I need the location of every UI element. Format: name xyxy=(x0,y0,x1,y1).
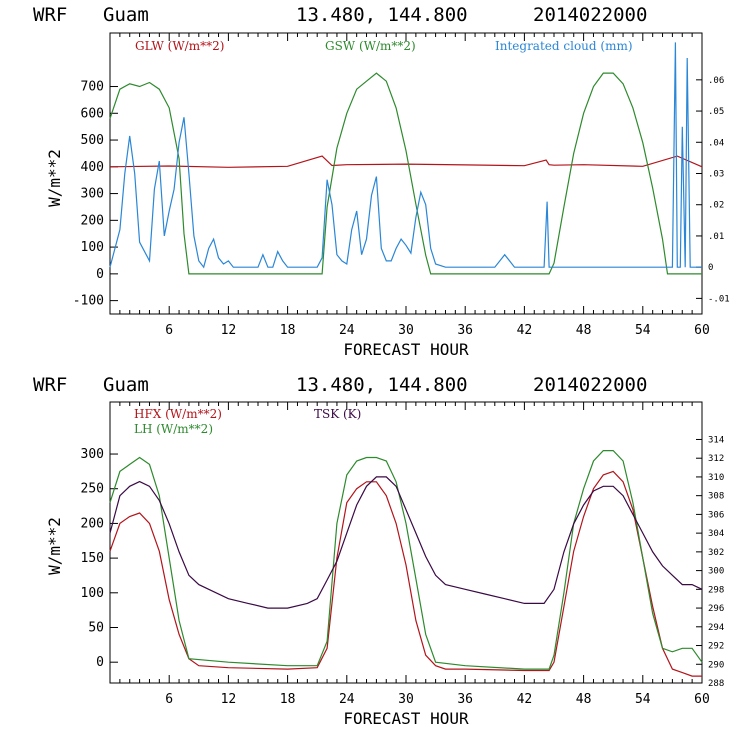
p1-y2-tick-label: .03 xyxy=(708,170,724,180)
p2-y2-tick-label: 296 xyxy=(708,604,724,614)
p2-y-tick-label: 300 xyxy=(81,447,104,462)
p2-y2-tick-label: 312 xyxy=(708,454,724,464)
p2-x-tick-label: 48 xyxy=(576,692,592,707)
p1-y2-tick-label: .05 xyxy=(708,107,724,117)
p2-x-tick-label: 42 xyxy=(517,692,533,707)
p1-y2-tick-label: .02 xyxy=(708,201,724,211)
p1-y-axis-label: W/m**2 xyxy=(45,149,64,207)
p1-y-tick-label: 700 xyxy=(81,80,104,95)
p1-y2-tick-label: -.01 xyxy=(708,294,730,304)
p1-y-tick-label: -100 xyxy=(73,294,104,309)
p2-y-axis-label: W/m**2 xyxy=(45,517,64,575)
p1-x-tick-label: 60 xyxy=(694,323,710,338)
p1-x-tick-label: 6 xyxy=(165,323,173,338)
p1-legend-integrated: Integrated cloud (mm) xyxy=(495,39,633,53)
p2-y2-tick-label: 290 xyxy=(708,660,724,670)
p2-y-tick-label: 0 xyxy=(96,655,104,670)
p2-series-line-tsk xyxy=(109,476,703,609)
p2-y2-tick-label: 292 xyxy=(708,642,724,652)
p2-plot-frame xyxy=(109,401,703,684)
p1-x-tick-label: 12 xyxy=(221,323,237,338)
p2-x-tick-label: 12 xyxy=(221,692,237,707)
p2-series-line-hfx xyxy=(109,470,702,677)
p1-y-tick-label: 200 xyxy=(81,213,104,228)
p1-y-tick-label: 400 xyxy=(81,160,104,175)
p1-legend-gsw: GSW (W/m**2) xyxy=(325,39,416,53)
p1-x-tick-label: 30 xyxy=(398,323,414,338)
p1-y2-tick-label: .04 xyxy=(708,138,724,148)
p2-y-tick-label: 100 xyxy=(81,586,104,601)
p1-y2-tick-label: .06 xyxy=(708,76,724,86)
p1-y2-tick-label: 0 xyxy=(708,263,713,273)
p1-series-line-gsw xyxy=(109,72,702,275)
p1-x-tick-label: 42 xyxy=(517,323,533,338)
p2-y-tick-label: 250 xyxy=(81,482,104,497)
p2-series-line-lh xyxy=(109,450,703,670)
p1-plot-frame xyxy=(109,32,703,315)
p1-series-line-glw xyxy=(109,155,703,168)
p2-header-model: WRF xyxy=(33,374,67,396)
p2-x-tick-label: 24 xyxy=(339,692,355,707)
p1-x-axis-label: FORECAST HOUR xyxy=(343,340,469,359)
p1-y-tick-label: 500 xyxy=(81,133,104,148)
p2-y2-tick-label: 308 xyxy=(708,492,724,502)
p2-legend-lh: LH (W/m**2) xyxy=(134,422,213,436)
p1-series-line-integrated xyxy=(109,42,702,269)
p2-y2-tick-label: 304 xyxy=(708,529,724,539)
p2-y2-tick-label: 314 xyxy=(708,435,724,445)
p2-x-tick-label: 54 xyxy=(635,692,651,707)
p1-header-model: WRF xyxy=(33,4,67,26)
p2-x-tick-label: 60 xyxy=(694,692,710,707)
p1-x-tick-label: 36 xyxy=(457,323,473,338)
p2-x-axis-label: FORECAST HOUR xyxy=(343,709,469,728)
p2-header-coords: 13.480, 144.800 xyxy=(296,374,468,396)
p2-y2-tick-label: 294 xyxy=(708,623,724,633)
p1-y2-tick-label: .01 xyxy=(708,232,724,242)
p1-x-tick-label: 48 xyxy=(576,323,592,338)
p2-y2-tick-label: 310 xyxy=(708,473,724,483)
p2-x-tick-label: 6 xyxy=(165,692,173,707)
p1-x-tick-label: 18 xyxy=(280,323,296,338)
p2-x-tick-label: 30 xyxy=(398,692,414,707)
p1-legend-glw: GLW (W/m**2) xyxy=(135,39,224,53)
p2-header-init: 2014022000 xyxy=(533,374,647,396)
p2-y-tick-label: 200 xyxy=(81,516,104,531)
p2-y-tick-label: 50 xyxy=(88,620,104,635)
p2-legend-hfx: HFX (W/m**2) xyxy=(134,407,222,421)
p2-legend-tsk: TSK (K) xyxy=(314,407,361,421)
p1-y-tick-label: 300 xyxy=(81,187,104,202)
p2-header-site: Guam xyxy=(103,374,149,396)
p2-y2-tick-label: 298 xyxy=(708,585,724,595)
p1-y-tick-label: 100 xyxy=(81,240,104,255)
p1-header-init: 2014022000 xyxy=(533,4,647,26)
p1-x-tick-label: 24 xyxy=(339,323,355,338)
p2-x-tick-label: 36 xyxy=(457,692,473,707)
p1-y-tick-label: 600 xyxy=(81,106,104,121)
p2-y2-tick-label: 300 xyxy=(708,567,724,577)
p1-y-tick-label: 0 xyxy=(96,267,104,282)
p2-y2-tick-label: 302 xyxy=(708,548,724,558)
p1-header-site: Guam xyxy=(103,4,149,26)
p2-y-tick-label: 150 xyxy=(81,551,104,566)
p1-x-tick-label: 54 xyxy=(635,323,651,338)
p2-y2-tick-label: 288 xyxy=(708,679,724,689)
p2-y2-tick-label: 306 xyxy=(708,510,724,520)
p1-header-coords: 13.480, 144.800 xyxy=(296,4,468,26)
p2-x-tick-label: 18 xyxy=(280,692,296,707)
